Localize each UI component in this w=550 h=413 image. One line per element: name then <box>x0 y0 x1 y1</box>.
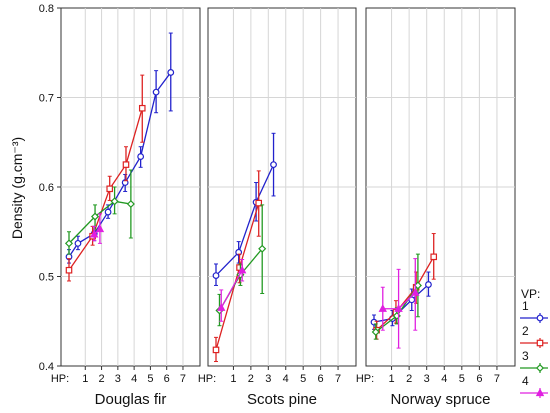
legend-label: 1 <box>522 299 529 313</box>
data-point <box>378 303 387 312</box>
x-tick-label: 6 <box>164 373 170 385</box>
series-vp-4 <box>90 213 105 244</box>
data-point <box>535 363 545 373</box>
x-tick-label: 6 <box>318 373 324 385</box>
facet-title-scots-pine: Scots pine <box>247 391 317 408</box>
data-point <box>212 346 220 354</box>
y-tick-label: 0.4 <box>39 361 54 373</box>
x-tick-label: 2 <box>406 373 412 385</box>
data-point <box>536 314 544 322</box>
data-point <box>430 253 438 261</box>
data-point <box>126 199 135 209</box>
data-point <box>104 208 112 216</box>
legend-entry-vp-1: 1 <box>520 299 548 323</box>
x-tick-label: 4 <box>131 373 137 385</box>
y-tick-label: 0.8 <box>39 3 54 15</box>
legend-label: 4 <box>522 374 529 388</box>
series-vp-4 <box>378 258 420 349</box>
x-tick-label: 6 <box>476 373 482 385</box>
x-tick-label: 2 <box>248 373 254 385</box>
legend: VP: 1 2 3 4 <box>520 287 548 398</box>
legend-label: 2 <box>522 324 529 338</box>
data-point <box>217 303 226 311</box>
data-point <box>137 153 145 160</box>
data-point <box>110 197 119 206</box>
x-tick-label: 7 <box>335 373 341 385</box>
x-tick-label: 1 <box>82 373 88 385</box>
data-point <box>237 265 247 274</box>
data-point <box>64 239 74 248</box>
data-point <box>212 272 220 280</box>
panel-norway-spruce: 1 2 3 4 5 6 7 HP: Norway spruce <box>356 7 516 408</box>
data-point <box>91 212 100 221</box>
legend-title: VP: <box>521 287 540 301</box>
x-tick-label: 7 <box>494 373 500 385</box>
series-vp-2 <box>212 170 263 363</box>
series-line <box>220 269 243 309</box>
data-point <box>65 266 73 274</box>
x-tick-label: 3 <box>265 373 271 385</box>
data-point <box>408 296 416 304</box>
data-point <box>536 339 544 347</box>
data-point <box>106 185 114 193</box>
series-vp-1 <box>212 132 277 286</box>
data-point <box>90 229 99 238</box>
data-point <box>138 104 146 112</box>
legend-label: 3 <box>522 349 529 363</box>
data-point <box>270 161 277 169</box>
y-axis-label: Density (g.cm⁻³) <box>9 137 25 239</box>
series-line <box>68 200 131 244</box>
y-tick-label: 0.7 <box>39 93 54 105</box>
x-tick-label: 4 <box>283 373 289 385</box>
x-tick-label: 4 <box>441 373 447 385</box>
y-tick-label: 0.5 <box>39 272 54 284</box>
legend-entry-vp-3: 3 <box>520 349 548 373</box>
x-prefix-label: HP: <box>51 373 69 385</box>
x-tick-label: 3 <box>115 373 121 385</box>
facet-title-douglas-fir: Douglas fir <box>95 391 167 408</box>
series-line <box>376 256 435 331</box>
x-tick-label: 5 <box>300 373 306 385</box>
series-line <box>215 164 275 277</box>
data-point <box>411 287 420 296</box>
x-prefix-label: HP: <box>198 373 216 385</box>
data-point <box>535 388 545 397</box>
data-point <box>167 69 175 76</box>
data-point <box>74 239 82 247</box>
series-vp-4 <box>217 258 247 322</box>
data-point <box>152 88 160 96</box>
x-tick-label: 7 <box>180 373 186 385</box>
series-vp-3 <box>64 169 135 255</box>
data-point <box>394 303 403 312</box>
data-point <box>95 224 105 233</box>
data-point <box>255 199 263 207</box>
x-prefix-label: HP: <box>356 373 374 385</box>
data-point <box>258 244 267 253</box>
x-tick-label: 3 <box>424 373 430 385</box>
x-tick-label: 5 <box>459 373 465 385</box>
panel-douglas-fir: 1 2 3 4 5 6 7 HP:0.4 0.5 0.6 0.7 0.8 Douglas fir <box>39 3 201 408</box>
x-tick-label: 2 <box>99 373 105 385</box>
x-tick-label: 1 <box>389 373 395 385</box>
x-tick-label: 1 <box>230 373 236 385</box>
facet-title-norway-spruce: Norway spruce <box>390 391 490 408</box>
y-tick-label: 0.6 <box>39 182 54 194</box>
legend-entry-vp-2: 2 <box>520 324 548 348</box>
x-tick-label: 5 <box>147 373 153 385</box>
data-point <box>122 161 130 168</box>
panel-scots-pine: 1 2 3 4 5 6 7 HP: Scots pine <box>198 7 357 408</box>
series-vp-1 <box>65 32 175 264</box>
data-point <box>371 327 380 337</box>
data-point <box>425 281 432 288</box>
legend-entry-vp-4: 4 <box>520 374 548 398</box>
